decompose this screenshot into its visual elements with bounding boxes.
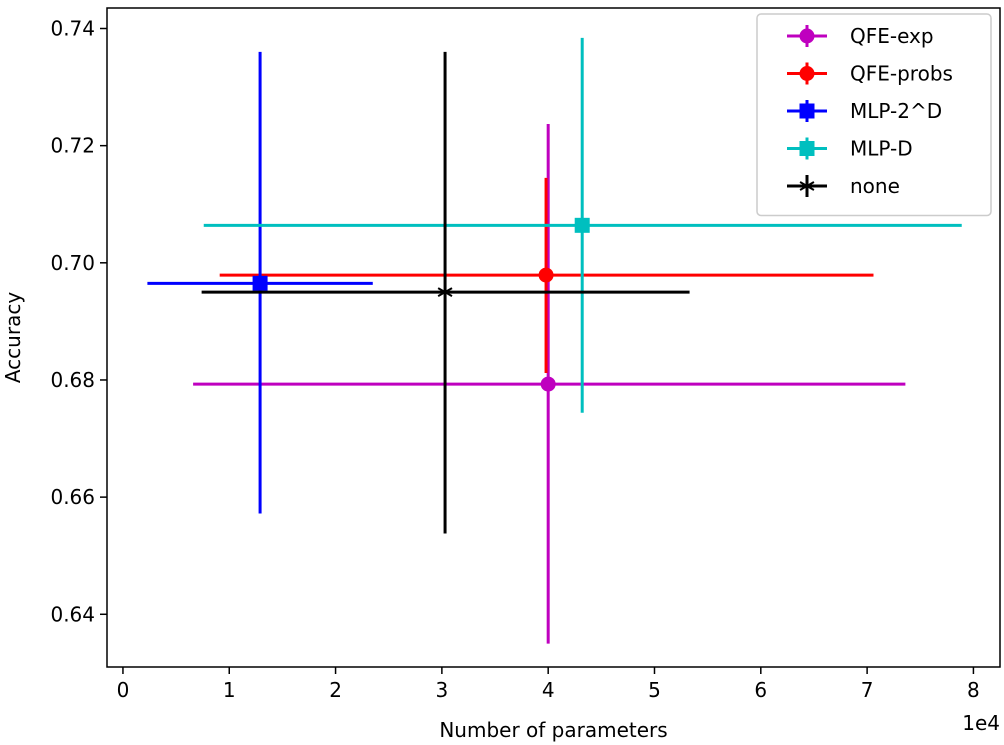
y-tick-label: 0.64	[50, 602, 95, 626]
y-axis-label: Accuracy	[1, 292, 25, 383]
series-0	[193, 123, 906, 644]
x-tick-label: 5	[648, 678, 661, 702]
x-tick-label: 4	[542, 678, 555, 702]
x-axis-label: Number of parameters	[439, 718, 667, 742]
x-tick-label: 1	[223, 678, 236, 702]
legend-item-0: QFE-exp	[787, 24, 934, 48]
legend-label: MLP-2^D	[850, 99, 942, 123]
legend-item-1: QFE-probs	[787, 62, 953, 86]
x-tick-label: 8	[967, 678, 980, 702]
data-point	[252, 275, 268, 291]
legend-marker	[799, 103, 815, 119]
marker-stroke	[799, 181, 815, 191]
y-tick-label: 0.66	[50, 485, 95, 509]
legend-item-3: MLP-D	[787, 137, 913, 161]
legend-item-2: MLP-2^D	[787, 99, 942, 123]
legend-marker	[799, 28, 815, 44]
x-tick-label: 2	[329, 678, 342, 702]
series-2	[147, 51, 373, 514]
legend-label: MLP-D	[850, 137, 913, 161]
legend-label: none	[850, 174, 900, 198]
x-axis-offset-label: 1e4	[962, 711, 1000, 735]
y-tick-label: 0.68	[50, 368, 95, 392]
legend: QFE-exp QFE-probs MLP-2^D MLP-D none	[756, 13, 992, 217]
x-tick-label: 7	[861, 678, 874, 702]
plot-frame	[106, 7, 1001, 668]
y-axis: 0.64 0.66 0.68 0.70 0.72 0.74	[50, 17, 107, 626]
x-tick-label: 0	[117, 678, 130, 702]
plot-marks	[147, 37, 962, 644]
marker-stroke	[437, 287, 453, 297]
series-4	[201, 51, 690, 534]
legend-box	[756, 13, 992, 217]
series-1	[219, 177, 874, 373]
data-point	[540, 376, 556, 392]
legend-item-4: none	[787, 174, 900, 198]
x-tick-label: 6	[754, 678, 767, 702]
legend-marker	[799, 66, 815, 81]
legend-label: QFE-probs	[850, 62, 953, 86]
series-3	[203, 37, 962, 413]
legend-label: QFE-exp	[850, 24, 934, 48]
y-tick-label: 0.70	[50, 251, 95, 275]
x-tick-label: 3	[436, 678, 449, 702]
data-point	[437, 284, 453, 301]
legend-marker	[799, 178, 815, 194]
legend-marker	[799, 141, 815, 156]
data-point	[574, 217, 590, 233]
y-tick-label: 0.74	[50, 17, 95, 41]
y-tick-label: 0.72	[50, 134, 95, 158]
x-axis: 0 1 2 3 4 5 6 7 8	[117, 667, 980, 702]
data-point	[538, 267, 554, 283]
